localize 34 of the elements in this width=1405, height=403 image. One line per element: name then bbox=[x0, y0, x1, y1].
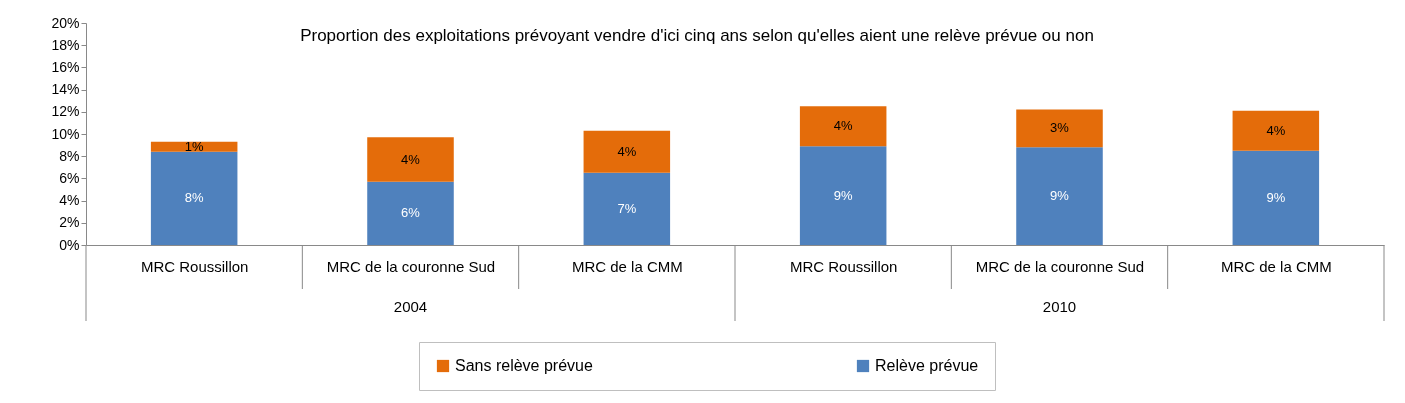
x-tick-label: MRC de la couronne Sud bbox=[326, 257, 496, 275]
chart-title: Proportion des exploitations prévoyant vendre d'ici cinq ans selon qu'elles aient une relève prévue ou non bbox=[300, 26, 1094, 45]
y-tick-label: 10% bbox=[51, 125, 80, 142]
data-label: 7% bbox=[617, 200, 637, 216]
data-label: 3% bbox=[1050, 120, 1070, 136]
x-tick-label: MRC Roussillon bbox=[140, 257, 249, 275]
legend-label: Relève prévue bbox=[875, 357, 979, 374]
y-tick-label: 6% bbox=[59, 169, 80, 186]
data-label: 1% bbox=[184, 138, 204, 154]
x-tick-label: MRC de la CMM bbox=[571, 257, 683, 275]
legend-label: Sans relève prévue bbox=[455, 357, 593, 374]
y-tick-label: 4% bbox=[59, 192, 80, 209]
y-tick-label: 8% bbox=[59, 147, 80, 164]
y-tick-label: 0% bbox=[59, 236, 80, 253]
data-label: 9% bbox=[833, 187, 853, 203]
data-label: 4% bbox=[401, 151, 421, 167]
text: 2010 bbox=[1042, 298, 1077, 315]
y-tick-label: 2% bbox=[59, 214, 80, 231]
data-label: 4% bbox=[617, 143, 637, 159]
y-tick-label: 12% bbox=[51, 103, 80, 120]
data-label: 8% bbox=[184, 190, 204, 206]
y-tick-label: 20% bbox=[51, 14, 80, 31]
x-tick-label: MRC Roussillon bbox=[789, 257, 898, 275]
x-tick-label: MRC de la CMM bbox=[1220, 257, 1332, 275]
text: 2004 bbox=[393, 298, 428, 315]
y-tick-label: 18% bbox=[51, 36, 80, 53]
data-label: 9% bbox=[1266, 189, 1286, 205]
x-tick-label: MRC de la couronne Sud bbox=[975, 257, 1145, 275]
data-label: 4% bbox=[1266, 122, 1286, 138]
data-label: 6% bbox=[401, 205, 421, 221]
data-label: 9% bbox=[1050, 188, 1070, 204]
data-label: 4% bbox=[833, 118, 853, 134]
y-tick-label: 14% bbox=[51, 81, 80, 98]
y-tick-label: 16% bbox=[51, 58, 80, 75]
